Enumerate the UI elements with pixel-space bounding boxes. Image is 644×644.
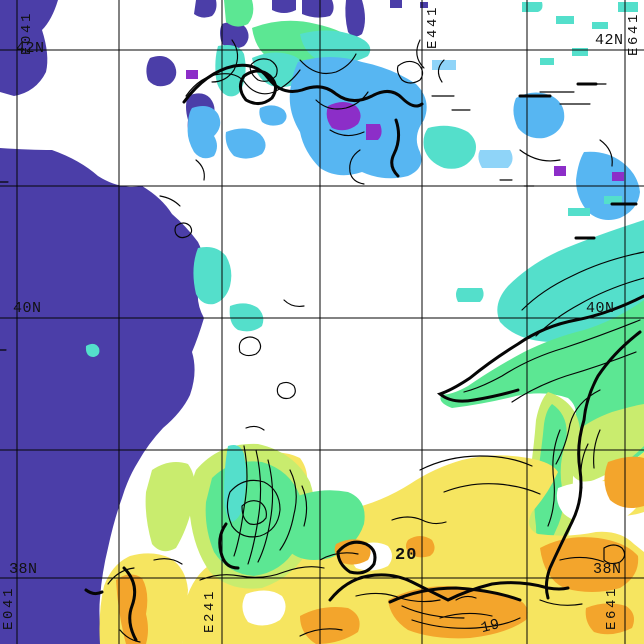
label-42n-left: 42N	[16, 40, 45, 57]
vertical-label-char: 6	[625, 36, 642, 45]
ygreen-coast-strip	[145, 462, 196, 552]
label-142e-bottom: 1 4 2 E	[201, 590, 218, 634]
sea-top-left	[0, 0, 58, 96]
bold-south-blob	[336, 540, 377, 575]
vertical-label-char: 2	[201, 613, 218, 622]
vertical-label-char: 4	[424, 18, 441, 27]
bold-contour-20	[328, 573, 570, 602]
skyblue-right-1	[513, 92, 565, 139]
sea-blob-top-6	[390, 0, 428, 8]
vertical-label-char: E	[424, 40, 441, 49]
bold-contour-layer	[84, 63, 644, 642]
skyblue-below-band	[225, 105, 287, 159]
purple-patch-3	[554, 166, 624, 181]
orange-blob-main	[388, 586, 528, 639]
skyblue-left-patch	[187, 106, 221, 159]
label-40n-left: 40N	[13, 300, 42, 317]
vertical-label-char: 0	[18, 35, 35, 44]
vertical-label-char: E	[201, 624, 218, 633]
label-140e-top: 1 4 0 E	[18, 12, 35, 56]
bold-north-ring	[239, 69, 277, 105]
vertical-label-char: 4	[603, 599, 620, 608]
white-hole-2	[242, 590, 286, 626]
label-42n-right: 42N	[595, 32, 624, 49]
cyan-arm	[456, 288, 484, 302]
bold-dashes	[84, 82, 638, 596]
bold-front-upper	[436, 294, 644, 403]
orange-small-patches	[334, 536, 634, 635]
vertical-label-char: 4	[424, 29, 441, 38]
sea-main-west	[0, 148, 204, 644]
cyan-mid-band	[423, 125, 476, 169]
thin-contour-layer	[0, 39, 644, 643]
label-40n-right: 40N	[586, 300, 615, 317]
vertical-label-char: 4	[201, 602, 218, 611]
vertical-label-char: 1	[625, 14, 642, 23]
vertical-label-char: 1	[18, 13, 35, 22]
bold-north-tail	[390, 118, 401, 178]
vertical-label-char: 1	[424, 7, 441, 16]
vertical-label-char: 4	[18, 24, 35, 33]
lightblue-dash	[432, 60, 513, 168]
cyan-coast-2	[229, 303, 264, 332]
vertical-label-char: E	[0, 621, 17, 630]
sea-blob-top-1	[194, 0, 217, 18]
label-140e-bottom: 1 4 0 E	[0, 587, 17, 631]
vertical-label-char: 4	[0, 599, 17, 608]
vertical-label-char: E	[18, 46, 35, 55]
vertical-label-char: E	[603, 621, 620, 630]
label-38n-left: 38N	[9, 561, 38, 578]
sea-blob-top-2	[220, 21, 249, 49]
green-top-patch	[224, 0, 254, 27]
label-contour-20: 20	[395, 546, 418, 565]
vertical-label-char: 1	[0, 588, 17, 597]
sea-blob-top-5	[345, 0, 365, 37]
vertical-label-char: E	[625, 47, 642, 56]
cyan-coast-1	[193, 247, 232, 305]
cyan-sliver-south	[224, 445, 246, 522]
vertical-label-char: 4	[625, 25, 642, 34]
vertical-label-char: 1	[201, 591, 218, 600]
orange-right-edge	[604, 456, 644, 508]
sea-blob-top-3	[272, 0, 296, 13]
label-144e-top: 1 4 4 E	[424, 6, 441, 50]
vertical-label-char: 0	[0, 610, 17, 619]
shaded-regions-layer	[85, 0, 644, 644]
vertical-label-char: 6	[603, 610, 620, 619]
bold-orange-edge	[388, 586, 522, 604]
sea-blob-top-4	[302, 0, 334, 18]
bold-north-band	[182, 63, 424, 108]
label-38n-right: 38N	[593, 561, 622, 578]
cyan-top-right-band	[300, 30, 371, 64]
orange-blob-bottom	[300, 607, 360, 644]
bold-front-lower	[544, 330, 642, 600]
label-146e-bottom: 1 4 6 E	[603, 587, 620, 631]
label-146e-top: 1 4 6 E	[625, 13, 642, 57]
vertical-label-char: 1	[603, 588, 620, 597]
sea-blob-mid-1	[146, 56, 177, 87]
cyan-sea-dot	[85, 343, 100, 357]
